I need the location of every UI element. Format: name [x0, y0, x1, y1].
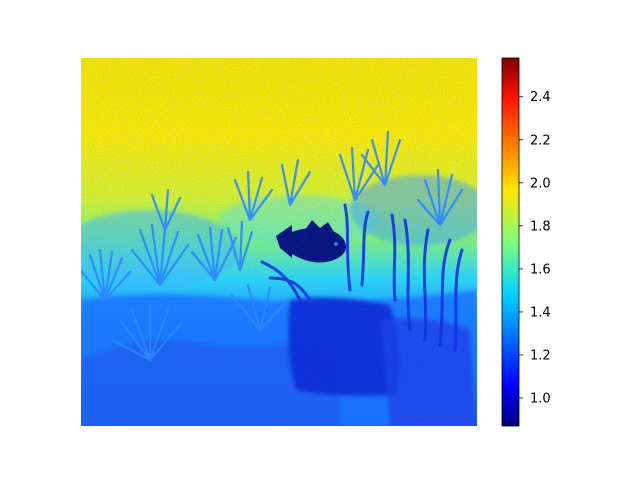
colorbar-tick-label: 2.4: [530, 90, 551, 105]
colorbar-tick-label: 1.2: [530, 348, 551, 363]
colorbar-tick-label: 2.2: [530, 133, 551, 148]
colorbar-frame: [501, 57, 520, 427]
colorbar-tick-label: 1.0: [530, 392, 551, 407]
colorbar-gradient: [502, 58, 519, 426]
heatmap-texture: [81, 58, 477, 426]
heatmap-image: [81, 58, 477, 426]
colorbar-tick-label: 2.0: [530, 176, 551, 191]
colorbar-ticks: 1.0 1.2 1.4 1.6 1.8 2.0 2.2 2.4: [519, 90, 551, 407]
colorbar-tick-label: 1.4: [530, 305, 551, 320]
colorbar-tick-label: 1.8: [530, 219, 551, 234]
colorbar: 1.0 1.2 1.4 1.6 1.8 2.0 2.2 2.4: [501, 57, 551, 427]
colorbar-tick-label: 1.6: [530, 262, 551, 277]
